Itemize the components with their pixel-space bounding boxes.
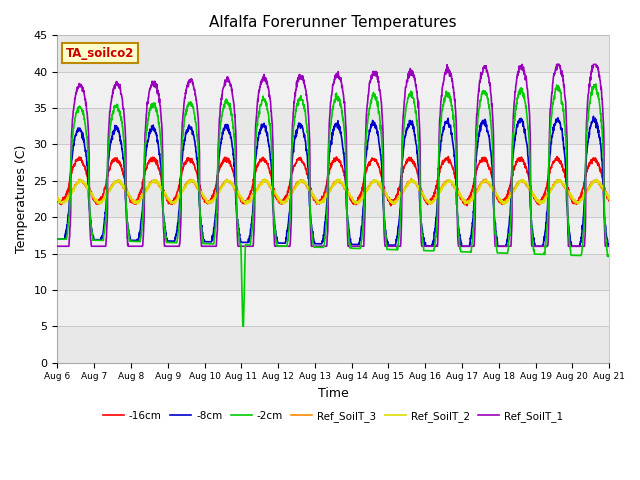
- Ref_SoilT_1: [207, 243, 215, 249]
- -8cm: [589, 113, 597, 119]
- Ref_SoilT_2: [572, 200, 580, 205]
- Ref_SoilT_2: [349, 198, 357, 204]
- -8cm: [458, 243, 465, 249]
- Ref_SoilT_2: [261, 176, 269, 182]
- Ref_SoilT_1: [493, 243, 501, 249]
- Ref_SoilT_3: [54, 197, 61, 203]
- -2cm: [362, 148, 369, 154]
- -8cm: [361, 165, 369, 170]
- -16cm: [605, 198, 613, 204]
- Ref_SoilT_1: [572, 243, 580, 249]
- -8cm: [494, 243, 502, 249]
- -16cm: [494, 196, 502, 202]
- Ref_SoilT_2: [494, 194, 502, 200]
- Bar: [58, 253, 609, 290]
- Ref_SoilT_1: [54, 243, 61, 249]
- -16cm: [207, 197, 215, 203]
- -2cm: [239, 324, 247, 329]
- Bar: [58, 144, 609, 181]
- -16cm: [349, 198, 357, 204]
- Line: Ref_SoilT_3: Ref_SoilT_3: [58, 179, 609, 204]
- Title: Alfalfa Forerunner Temperatures: Alfalfa Forerunner Temperatures: [209, 15, 457, 30]
- Y-axis label: Temperatures (C): Temperatures (C): [15, 145, 28, 253]
- Ref_SoilT_2: [207, 199, 215, 204]
- Text: TA_soilco2: TA_soilco2: [66, 47, 134, 60]
- Ref_SoilT_2: [557, 178, 564, 183]
- Bar: [58, 108, 609, 144]
- Ref_SoilT_1: [349, 243, 357, 249]
- Ref_SoilT_2: [605, 194, 613, 200]
- -16cm: [387, 203, 395, 209]
- -8cm: [605, 243, 613, 249]
- Ref_SoilT_2: [54, 194, 61, 200]
- -8cm: [207, 239, 215, 245]
- -2cm: [207, 241, 215, 247]
- Line: Ref_SoilT_1: Ref_SoilT_1: [58, 64, 609, 246]
- Line: -8cm: -8cm: [58, 116, 609, 246]
- -8cm: [54, 236, 61, 242]
- Ref_SoilT_1: [518, 61, 526, 67]
- Ref_SoilT_3: [362, 189, 369, 194]
- Ref_SoilT_1: [557, 65, 564, 71]
- -2cm: [349, 245, 357, 251]
- Line: -16cm: -16cm: [58, 156, 609, 206]
- Bar: [58, 36, 609, 72]
- -2cm: [572, 252, 580, 258]
- Ref_SoilT_3: [557, 179, 564, 185]
- -8cm: [572, 243, 580, 249]
- Ref_SoilT_3: [351, 202, 359, 207]
- -2cm: [494, 250, 502, 256]
- Ref_SoilT_1: [605, 243, 613, 249]
- Ref_SoilT_3: [494, 196, 502, 202]
- Bar: [58, 326, 609, 362]
- -16cm: [54, 198, 61, 204]
- Ref_SoilT_3: [408, 176, 415, 181]
- Bar: [58, 72, 609, 108]
- Bar: [58, 217, 609, 253]
- Ref_SoilT_3: [207, 200, 215, 205]
- Ref_SoilT_3: [349, 197, 357, 203]
- -2cm: [605, 253, 613, 259]
- Bar: [58, 290, 609, 326]
- Ref_SoilT_2: [500, 202, 508, 207]
- Ref_SoilT_2: [362, 190, 369, 196]
- -2cm: [592, 81, 600, 87]
- Bar: [58, 181, 609, 217]
- -2cm: [557, 90, 564, 96]
- -2cm: [54, 236, 61, 242]
- -16cm: [557, 158, 564, 164]
- -8cm: [349, 241, 357, 247]
- Line: -2cm: -2cm: [58, 84, 609, 326]
- -16cm: [572, 201, 580, 206]
- X-axis label: Time: Time: [318, 387, 349, 400]
- -16cm: [361, 173, 369, 179]
- Ref_SoilT_1: [361, 203, 369, 208]
- Ref_SoilT_3: [605, 194, 613, 200]
- Ref_SoilT_3: [572, 200, 580, 205]
- Legend: -16cm, -8cm, -2cm, Ref_SoilT_3, Ref_SoilT_2, Ref_SoilT_1: -16cm, -8cm, -2cm, Ref_SoilT_3, Ref_Soil…: [99, 407, 568, 426]
- -16cm: [445, 154, 452, 159]
- Line: Ref_SoilT_2: Ref_SoilT_2: [58, 179, 609, 204]
- -8cm: [557, 122, 564, 128]
